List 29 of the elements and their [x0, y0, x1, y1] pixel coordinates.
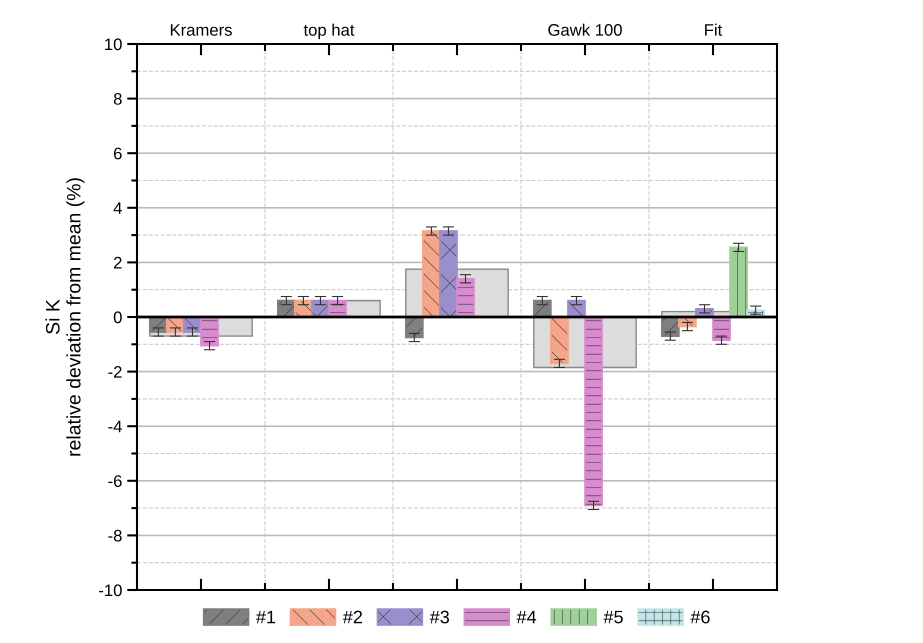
y-tick-label: -10 [99, 584, 122, 596]
bar [200, 316, 219, 346]
bar [456, 278, 475, 318]
legend-label: #6 [690, 610, 710, 624]
bar [729, 246, 748, 318]
y-tick-label: 4 [114, 202, 122, 214]
legend-label: #3 [430, 610, 449, 624]
legend-label: #4 [516, 610, 536, 624]
y-tick-label: -4 [108, 420, 122, 432]
bar [422, 230, 441, 318]
x-tick-label: top hat [304, 24, 354, 40]
y-tick-label: 8 [114, 93, 122, 105]
y-tick-label: -2 [108, 366, 122, 378]
legend-label: #2 [342, 610, 362, 624]
y-tick-label: 2 [114, 256, 122, 268]
y-tick-label: 0 [114, 311, 122, 324]
legend-label: #5 [604, 610, 623, 624]
y-axis-title: Si K relative deviation from mean (%) [45, 178, 84, 456]
bar [584, 316, 603, 506]
y-tick-label: -8 [108, 530, 122, 542]
y-tick-label: 10 [105, 38, 122, 50]
x-tick-label: Fit [705, 24, 722, 36]
y-tick-label: 6 [114, 148, 122, 160]
y-tick-label: -6 [108, 475, 122, 488]
legend-label: #1 [256, 610, 276, 624]
bar [439, 230, 458, 318]
bar [550, 316, 569, 364]
x-tick-label: Kramers [170, 24, 232, 36]
x-tick-label: Gawk 100 [548, 24, 622, 36]
